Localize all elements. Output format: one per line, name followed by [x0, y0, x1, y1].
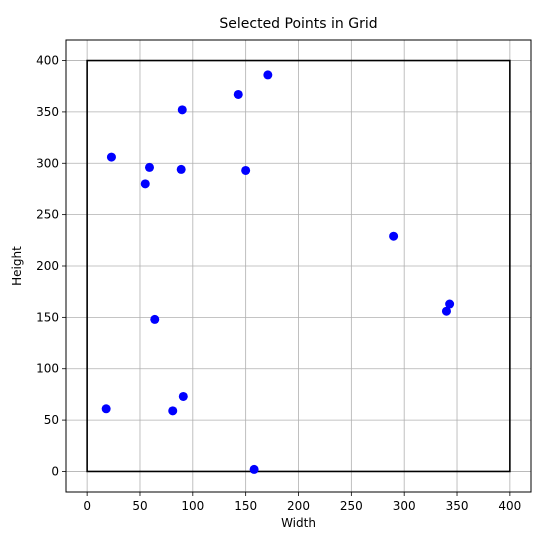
- data-point: [177, 105, 187, 115]
- y-axis-label: Height: [10, 246, 24, 286]
- x-tick-label: 300: [393, 499, 416, 513]
- data-point: [176, 164, 186, 174]
- grid-boundary: [86, 59, 511, 473]
- data-point: [249, 464, 259, 474]
- y-tick-label: 400: [36, 54, 59, 68]
- data-point: [233, 89, 243, 99]
- data-point: [241, 165, 251, 175]
- data-point: [389, 231, 399, 241]
- x-tick-label: 50: [132, 499, 147, 513]
- data-point: [263, 70, 273, 80]
- y-tick-label: 250: [36, 208, 59, 222]
- data-point: [144, 162, 154, 172]
- y-tick-label: 150: [36, 310, 59, 324]
- data-point: [441, 306, 451, 316]
- y-tick-label: 200: [36, 259, 59, 273]
- x-tick-label: 250: [340, 499, 363, 513]
- data-point: [168, 406, 178, 416]
- x-tick-label: 100: [181, 499, 204, 513]
- x-tick-label: 0: [83, 499, 91, 513]
- x-tick-label: 400: [498, 499, 521, 513]
- y-tick-label: 350: [36, 105, 59, 119]
- y-tick-label: 300: [36, 156, 59, 170]
- data-point: [140, 179, 150, 189]
- x-tick-label: 350: [446, 499, 469, 513]
- x-axis-label: Width: [281, 516, 316, 530]
- boundary-layer: [86, 59, 511, 473]
- data-point: [101, 404, 111, 414]
- y-tick-label: 50: [44, 413, 59, 427]
- data-point: [445, 299, 455, 309]
- axis-ticks: 0 50 100 150 200 250 300 350 400 0 50 100 150 200 250 3…: [36, 54, 521, 513]
- y-tick-label: 100: [36, 362, 59, 376]
- data-point: [178, 391, 188, 401]
- data-point: [150, 314, 160, 324]
- data-point: [106, 152, 116, 162]
- x-tick-label: 150: [234, 499, 257, 513]
- chart-title: Selected Points in Grid: [219, 16, 377, 32]
- data-points: [101, 70, 455, 474]
- y-tick-label: 0: [51, 464, 59, 478]
- x-tick-label: 200: [287, 499, 310, 513]
